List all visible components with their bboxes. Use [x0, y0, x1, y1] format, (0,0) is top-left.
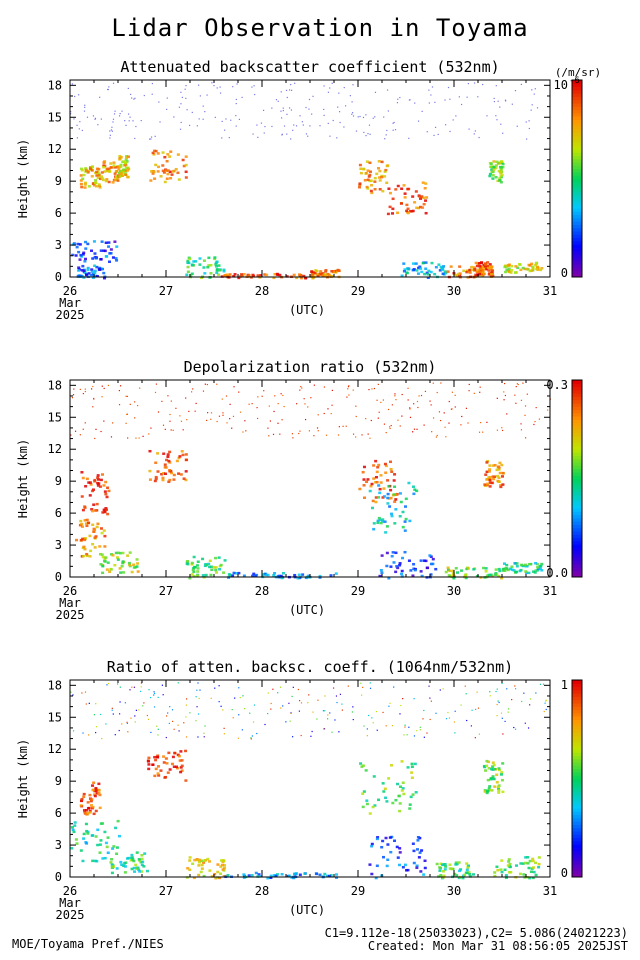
y-tick-label: 18 — [48, 678, 62, 692]
chart-title: Ratio of atten. backsc. coeff. (1064nm/5… — [107, 658, 513, 676]
y-axis-label: Height (km) — [16, 739, 30, 818]
x-sub-label: Mar — [59, 596, 81, 610]
y-tick-label: 9 — [55, 174, 62, 188]
chart-panel-3: Ratio of atten. backsc. coeff. (1064nm/5… — [16, 658, 583, 922]
x-tick-label: 31 — [543, 584, 557, 598]
heatmap-texture — [70, 682, 547, 880]
x-axis-label: (UTC) — [289, 303, 325, 317]
y-tick-label: 6 — [55, 206, 62, 220]
chart-panel-2: Depolarization ratio (532nm) 0 3 6 9 12 15 18 He… — [16, 358, 583, 622]
x-sub-label: Mar — [59, 296, 81, 310]
colorbar-min-label: 0 — [561, 266, 568, 280]
x-tick-label: 30 — [447, 284, 461, 298]
x-tick-label: 27 — [159, 584, 173, 598]
x-tick-label: 30 — [447, 884, 461, 898]
x-tick-label: 28 — [255, 584, 269, 598]
plot-frame — [69, 79, 551, 278]
credit-text: MOE/Toyama Pref./NIES — [12, 937, 164, 951]
x-tick-label: 27 — [159, 284, 173, 298]
x-tick-label: 26 — [63, 884, 77, 898]
y-tick-label: 6 — [55, 806, 62, 820]
y-tick-label: 15 — [48, 410, 62, 424]
y-tick-label: 0 — [55, 570, 62, 584]
colorbar-min-label: 0.0 — [546, 566, 568, 580]
plot-frame — [69, 679, 551, 878]
y-tick-label: 15 — [48, 710, 62, 724]
y-tick-label: 9 — [55, 474, 62, 488]
y-tick-label: 12 — [48, 742, 62, 756]
colorbar-unit: (/m/sr) — [555, 66, 601, 79]
colorbar — [571, 379, 583, 578]
x-tick-label: 30 — [447, 584, 461, 598]
x-sub-label: Mar — [59, 896, 81, 910]
colorbar — [571, 79, 583, 278]
colorbar-max-label: 1 — [561, 678, 568, 692]
y-tick-label: 0 — [55, 870, 62, 884]
colorbar-max-label: 0.3 — [546, 378, 568, 392]
x-tick-label: 31 — [543, 284, 557, 298]
x-tick-label: 28 — [255, 884, 269, 898]
page-title: Lidar Observation in Toyama — [111, 14, 529, 42]
x-sub-label: 2025 — [56, 308, 85, 322]
x-tick-label: 26 — [63, 584, 77, 598]
x-tick-label: 31 — [543, 884, 557, 898]
y-axis-label: Height (km) — [16, 139, 30, 218]
y-tick-label: 3 — [55, 238, 62, 252]
y-tick-label: 3 — [55, 538, 62, 552]
heatmap-texture — [70, 382, 551, 580]
chart-title: Attenuated backscatter coefficient (532n… — [120, 58, 499, 76]
y-tick-label: 12 — [48, 142, 62, 156]
y-tick-label: 18 — [48, 378, 62, 392]
plot-frame — [69, 379, 551, 578]
colorbar-min-label: 0 — [561, 866, 568, 880]
colorbar — [571, 679, 583, 878]
y-tick-label: 15 — [48, 110, 62, 124]
x-axis-label: (UTC) — [289, 903, 325, 917]
x-tick-label: 29 — [351, 284, 365, 298]
y-tick-label: 3 — [55, 838, 62, 852]
colorbar-max-label: 10 — [554, 78, 568, 92]
calibration-text: C1=9.112e-18(25033023),C2= 5.086(2402122… — [324, 926, 628, 940]
chart-panel-1: Attenuated backscatter coefficient (532n… — [16, 58, 601, 322]
y-axis-label: Height (km) — [16, 439, 30, 518]
x-tick-label: 27 — [159, 884, 173, 898]
x-tick-label: 29 — [351, 884, 365, 898]
x-sub-label: 2025 — [56, 608, 85, 622]
y-tick-label: 0 — [55, 270, 62, 284]
created-text: Created: Mon Mar 31 08:56:05 2025JST — [367, 939, 628, 953]
y-tick-label: 12 — [48, 442, 62, 456]
y-tick-label: 6 — [55, 506, 62, 520]
x-sub-label: 2025 — [56, 908, 85, 922]
x-tick-label: 29 — [351, 584, 365, 598]
x-tick-label: 26 — [63, 284, 77, 298]
chart-title: Depolarization ratio (532nm) — [184, 358, 437, 376]
heatmap-texture — [70, 82, 544, 280]
colorbar-exponent: -6 — [569, 76, 580, 86]
y-tick-label: 18 — [48, 78, 62, 92]
y-tick-label: 9 — [55, 774, 62, 788]
x-axis-label: (UTC) — [289, 603, 325, 617]
x-tick-label: 28 — [255, 284, 269, 298]
